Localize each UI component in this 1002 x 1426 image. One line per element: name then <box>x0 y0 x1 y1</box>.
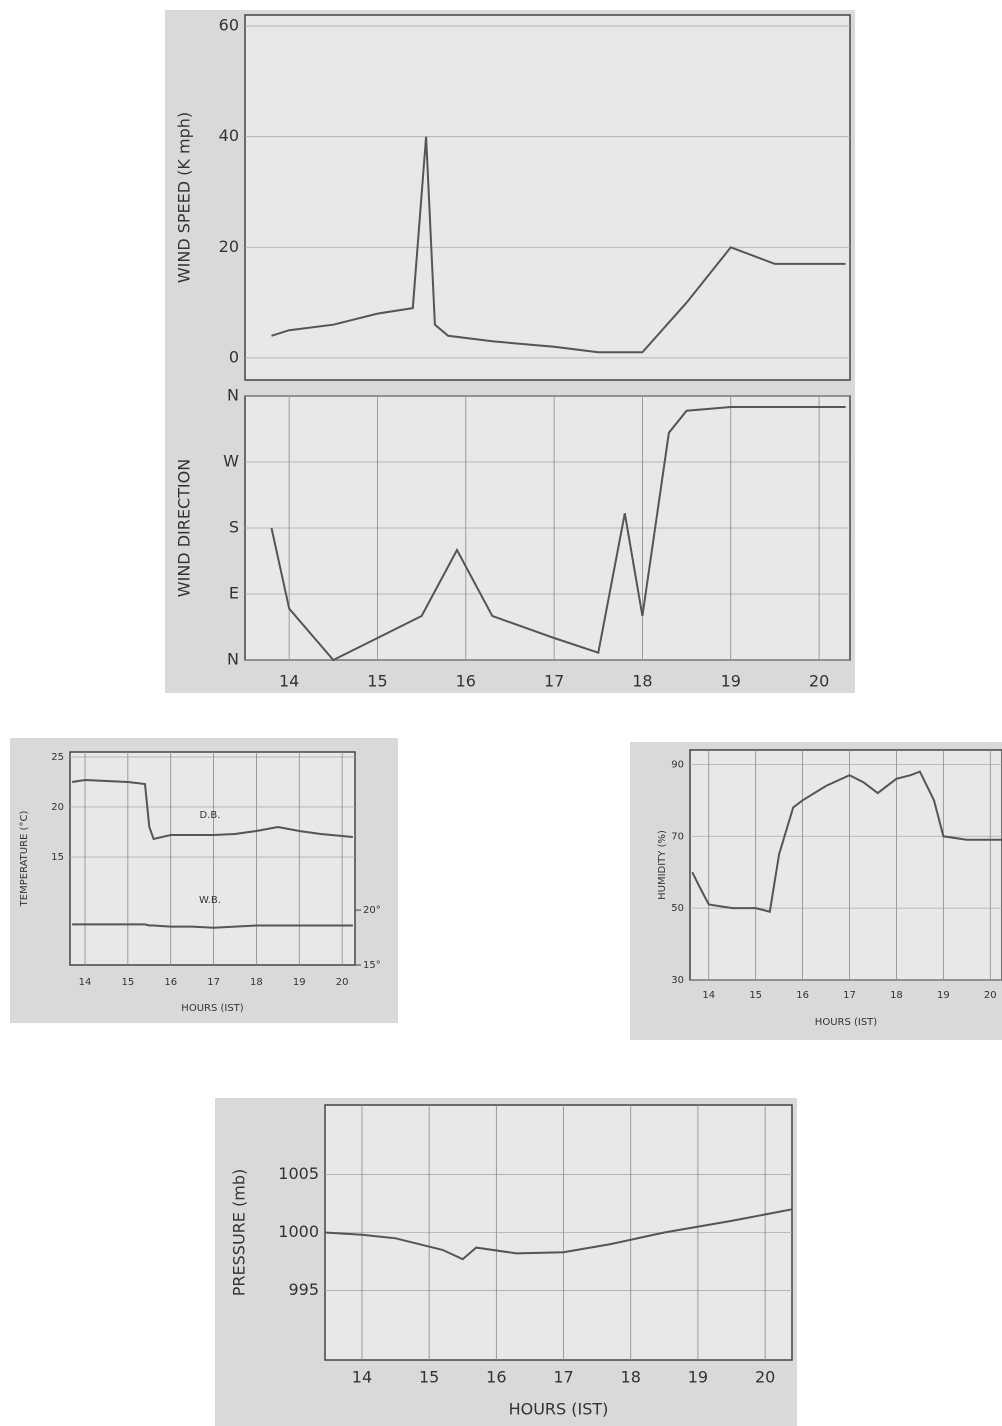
x-tick-label: 16 <box>486 1368 506 1387</box>
y-axis-label: WIND DIRECTION <box>175 459 194 597</box>
x-tick-label: 17 <box>843 990 856 1001</box>
y-tick-label: 60 <box>219 16 239 35</box>
x-axis-label: HOURS (IST) <box>815 1017 877 1028</box>
x-tick-label: 14 <box>702 990 715 1001</box>
x-axis-label: HOURS (IST) <box>181 1003 243 1014</box>
y-tick-label: N <box>227 386 239 405</box>
chart: 995 1000 1005 14 15 16 17 18 19 20 PRESSURE (mb) HO… <box>215 1098 797 1426</box>
y-axis-label: WIND SPEED (K mph) <box>175 112 194 283</box>
y-tick-label: 90 <box>671 759 684 770</box>
y-tick-label: 995 <box>288 1280 319 1299</box>
y-tick-label: 40 <box>219 126 239 145</box>
y-tick-label: 1005 <box>278 1164 319 1183</box>
series-label: D.B. <box>200 810 221 821</box>
y-axis-label: HUMIDITY (%) <box>657 830 668 900</box>
x-tick-label: 14 <box>79 977 92 988</box>
x-tick-label: 18 <box>250 977 263 988</box>
y-tick-label: 30 <box>671 975 684 986</box>
y-tick-label: 25 <box>51 752 64 763</box>
y-tick-label: N <box>227 650 239 669</box>
y-tick-label: S <box>229 518 239 537</box>
y-tick-label: 70 <box>671 831 684 842</box>
x-tick-label: 15 <box>419 1368 439 1387</box>
y2-tick-label: 15° <box>363 960 381 971</box>
chart: 0 20 40 60 WIND SPEED (K mph) <box>165 10 855 385</box>
x-tick-label: 18 <box>632 672 652 691</box>
x-axis-label: HOURS (IST) <box>509 1400 609 1419</box>
x-tick-label: 17 <box>544 672 564 691</box>
x-tick-label: 19 <box>293 977 306 988</box>
y-tick-label: 1000 <box>278 1222 319 1241</box>
plot-area <box>690 750 1002 980</box>
plot-area <box>245 15 850 380</box>
x-tick-label: 19 <box>721 672 741 691</box>
x-tick-label: 14 <box>352 1368 372 1387</box>
y-tick-label: W <box>223 452 239 471</box>
y-tick-label: 15 <box>51 852 64 863</box>
x-tick-label: 19 <box>937 990 950 1001</box>
chart: 30 50 70 90 14 15 16 17 18 19 20 HUMIDITY (%) HOURS … <box>630 742 1002 1040</box>
y-tick-label: E <box>229 584 239 603</box>
x-tick-label: 20 <box>809 672 829 691</box>
y-axis-label: PRESSURE (mb) <box>230 1169 249 1296</box>
y-tick-label: 20 <box>219 237 239 256</box>
y-tick-label: 50 <box>671 903 684 914</box>
x-tick-label: 16 <box>796 990 809 1001</box>
x-tick-label: 15 <box>121 977 134 988</box>
x-tick-label: 15 <box>367 672 387 691</box>
x-tick-label: 16 <box>456 672 476 691</box>
x-tick-label: 18 <box>621 1368 641 1387</box>
chart: N E S W N 14 15 16 17 18 19 20 WIND DIRECTION <box>165 385 855 693</box>
y-axis-label: TEMPERATURE (°C) <box>19 811 30 908</box>
y2-tick-label: 20° <box>363 905 381 916</box>
plot-area <box>70 752 355 965</box>
y-tick-label: 20 <box>51 802 64 813</box>
series-label: W.B. <box>199 895 221 906</box>
x-tick-label: 17 <box>553 1368 573 1387</box>
chart: 15 20 25 20° 15° 14 15 16 17 18 19 20 TEMPERATURE (°… <box>10 738 398 1023</box>
x-tick-label: 16 <box>164 977 177 988</box>
y-tick-label: 0 <box>229 347 239 366</box>
x-tick-label: 19 <box>688 1368 708 1387</box>
x-tick-label: 14 <box>279 672 299 691</box>
x-tick-label: 17 <box>207 977 220 988</box>
x-tick-label: 20 <box>755 1368 775 1387</box>
x-tick-label: 20 <box>336 977 349 988</box>
x-tick-label: 15 <box>749 990 762 1001</box>
x-tick-label: 18 <box>890 990 903 1001</box>
figure: 0 20 40 60 WIND SPEED (K mph) N E S W N 14 15 16 17 18… <box>0 0 1002 1426</box>
x-tick-label: 20 <box>984 990 997 1001</box>
